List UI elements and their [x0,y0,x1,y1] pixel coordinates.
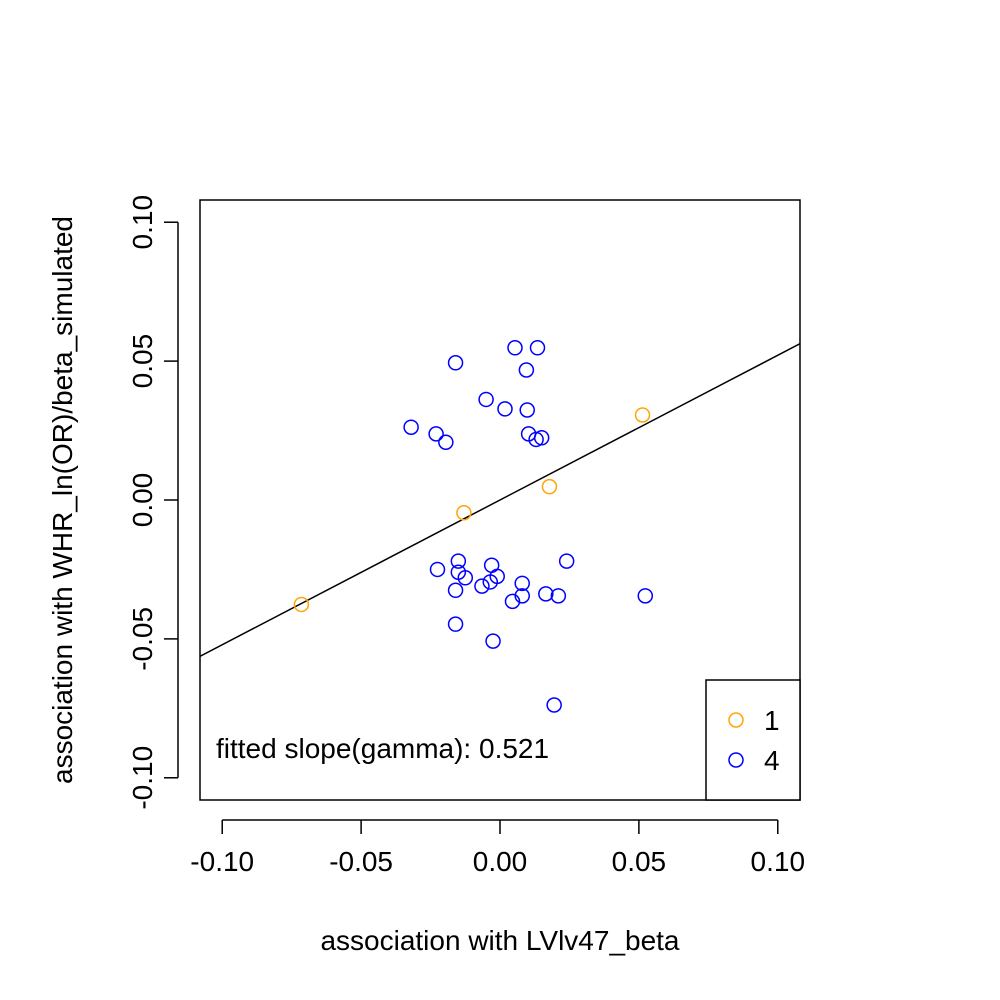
data-point-series-4 [550,588,567,604]
data-point-series-4 [546,697,562,713]
data-point-series-4 [450,553,467,569]
data-point-series-1 [293,596,310,613]
data-point-series-4 [514,575,530,592]
y-tick-label: 0.00 [127,473,158,528]
fit-line-group [200,343,800,657]
data-point-series-4 [529,340,546,356]
x-tick-label: 0.10 [751,846,806,877]
data-point-series-4 [447,582,464,599]
data-point-series-1 [541,478,558,495]
data-point-series-4 [482,574,499,590]
data-point-series-4 [438,434,454,450]
data-point-series-4 [474,578,490,594]
y-axis-title: association with WHR_ln(OR)/beta_simulat… [47,216,78,784]
y-tick-label: 0.05 [127,334,158,389]
data-point-series-4 [447,355,464,371]
y-tick-label: -0.05 [127,607,158,671]
x-tick-label: -0.05 [329,846,393,877]
legend-marker-4 [728,752,744,768]
x-axis: -0.10 -0.05 0.00 0.05 0.10 [190,819,806,877]
legend-marker-1 [728,712,744,728]
data-point-series-4 [514,588,530,604]
data-point-series-4 [504,593,521,610]
data-point-series-4 [558,553,575,569]
data-point-series-4 [497,401,513,417]
data-point-series-4 [428,426,444,442]
x-axis-title: association with LVlv47_beta [320,925,679,956]
data-point-series-4 [518,362,535,378]
data-point-series-1 [634,407,651,423]
data-point-series-4 [485,633,501,649]
data-point-series-1 [456,505,472,521]
data-point-series-4 [519,402,535,418]
legend-box [705,679,801,801]
data-point-series-4 [447,616,464,632]
data-point-series-4 [478,391,494,408]
data-points [293,340,654,713]
y-tick-label: 0.10 [127,195,158,250]
x-tick-label: 0.00 [473,846,528,877]
data-point-series-4 [637,588,654,604]
legend: 14 [705,679,801,801]
data-point-series-4 [533,430,550,446]
fit-line [200,343,800,657]
x-tick-label: -0.10 [190,846,254,877]
data-point-series-4 [429,561,446,578]
legend-label-1: 1 [764,705,780,736]
slope-annotation: fitted slope(gamma): 0.521 [216,733,549,764]
x-tick-label: 0.05 [612,846,667,877]
data-point-series-4 [538,586,554,602]
data-point-series-4 [457,570,474,586]
y-tick-label: -0.10 [127,746,158,810]
data-point-series-4 [403,419,419,435]
data-point-series-4 [507,340,523,356]
y-axis: -0.10 -0.05 0.00 0.05 0.10 [127,195,179,810]
data-point-series-4 [483,557,500,574]
legend-label-4: 4 [764,745,780,776]
plot-frame [199,199,801,801]
